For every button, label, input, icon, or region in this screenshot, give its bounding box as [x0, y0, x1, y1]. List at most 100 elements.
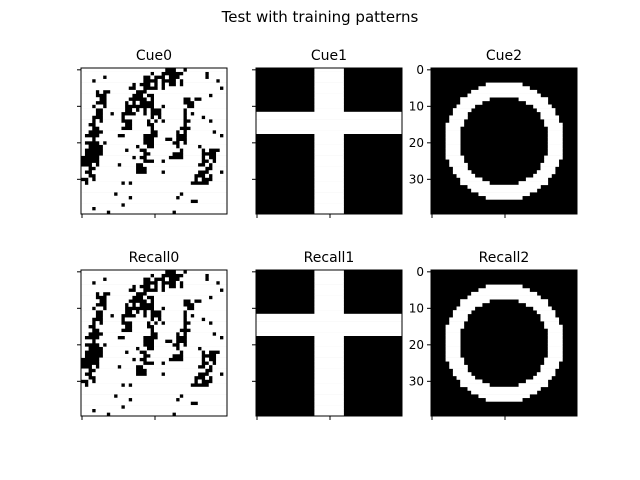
pixel-run	[314, 306, 344, 311]
pixel-run	[478, 192, 530, 197]
pixel-run	[102, 148, 126, 153]
pixel-run	[95, 368, 137, 373]
pixel-run	[81, 195, 129, 200]
pixel-run	[212, 321, 228, 326]
pixel-run	[95, 78, 144, 83]
pixel-run	[314, 108, 344, 113]
pixel-run	[81, 412, 107, 417]
pixel-run	[102, 111, 111, 116]
pixel-run	[132, 324, 147, 329]
pixel-run	[314, 372, 344, 377]
pixel-run	[256, 130, 403, 134]
y-tick-label: 30	[409, 172, 424, 186]
pixel-run	[212, 173, 228, 178]
pixel-run	[197, 379, 202, 384]
pixel-run	[186, 324, 228, 329]
pixel-run	[256, 122, 403, 127]
pixel-run	[81, 313, 96, 318]
pixel-run	[175, 68, 184, 72]
pixel-run	[95, 339, 144, 344]
pixel-run	[81, 126, 93, 131]
pixel-run	[456, 375, 476, 380]
pixel-run	[445, 332, 461, 336]
pixel-run	[161, 317, 184, 322]
pixel-run	[146, 350, 180, 355]
pixel-run	[154, 104, 162, 109]
pixel-run	[164, 82, 169, 87]
pixel-run	[172, 339, 177, 344]
pixel-run	[190, 299, 195, 304]
pixel-run	[179, 130, 184, 134]
pixel-run	[314, 361, 344, 366]
pixel-run	[106, 100, 126, 105]
pixel-run	[157, 332, 177, 336]
pixel-run	[460, 100, 483, 105]
pixel-run	[449, 115, 468, 120]
pixel-run	[314, 375, 344, 380]
pixel-run	[106, 302, 126, 307]
pixel-run	[536, 372, 556, 377]
pixel-run	[445, 144, 461, 149]
pixel-run	[157, 133, 177, 138]
pixel-run	[164, 277, 169, 282]
pixel-run	[314, 137, 344, 142]
pixel-run	[99, 291, 104, 296]
pixel-run	[154, 93, 210, 98]
pixel-run	[186, 339, 228, 344]
pixel-run	[146, 299, 151, 304]
pixel-run	[314, 364, 344, 369]
pixel-run	[314, 104, 344, 109]
pixel-run	[183, 82, 228, 87]
pixel-run	[314, 412, 344, 417]
pixel-run	[183, 273, 206, 278]
pixel-run	[154, 71, 162, 76]
pixel-run	[164, 288, 220, 293]
pixel-run	[99, 343, 104, 347]
pixel-run	[540, 364, 560, 369]
pixel-run	[216, 130, 228, 134]
pixel-run	[154, 343, 173, 347]
pixel-run	[194, 306, 228, 311]
pixel-run	[314, 310, 344, 315]
pixel-run	[205, 317, 228, 322]
pixel-run	[478, 288, 530, 293]
pixel-run	[525, 302, 549, 307]
pixel-run	[143, 93, 147, 98]
pixel-run	[132, 181, 191, 186]
pixel-run	[95, 306, 104, 311]
pixel-run	[186, 115, 202, 120]
pixel-run	[102, 346, 137, 351]
pixel-run	[212, 119, 228, 124]
pixel-run	[208, 170, 220, 175]
panel-cue1: Cue1	[252, 48, 403, 218]
pixel-run	[95, 173, 195, 178]
pixel-run	[81, 317, 93, 322]
pixel-run	[219, 280, 228, 285]
pixel-run	[154, 317, 158, 322]
pixel-run	[533, 375, 552, 380]
pixel-run	[256, 328, 403, 333]
pixel-run	[201, 97, 228, 102]
pixel-run	[157, 321, 162, 326]
pixel-run	[485, 397, 523, 402]
pixel-run	[467, 184, 541, 189]
pixel-run	[139, 108, 144, 113]
y-tick-label: 30	[409, 374, 424, 388]
pixel-run	[449, 317, 468, 322]
pixel-run	[208, 71, 228, 76]
pixel-run	[485, 195, 523, 200]
pixel-run	[121, 364, 137, 369]
pixel-run	[525, 100, 549, 105]
pixel-run	[81, 288, 129, 293]
pixel-run	[452, 111, 468, 116]
pixel-run	[99, 89, 104, 94]
pixel-run	[256, 115, 403, 120]
pixel-run	[518, 299, 549, 304]
pixel-run	[81, 181, 85, 186]
pixel-run	[81, 104, 93, 109]
pixel-run	[314, 277, 344, 282]
pixel-run	[164, 104, 188, 109]
pixel-run	[485, 82, 523, 87]
pixel-run	[183, 280, 217, 285]
pixel-run	[132, 310, 137, 315]
